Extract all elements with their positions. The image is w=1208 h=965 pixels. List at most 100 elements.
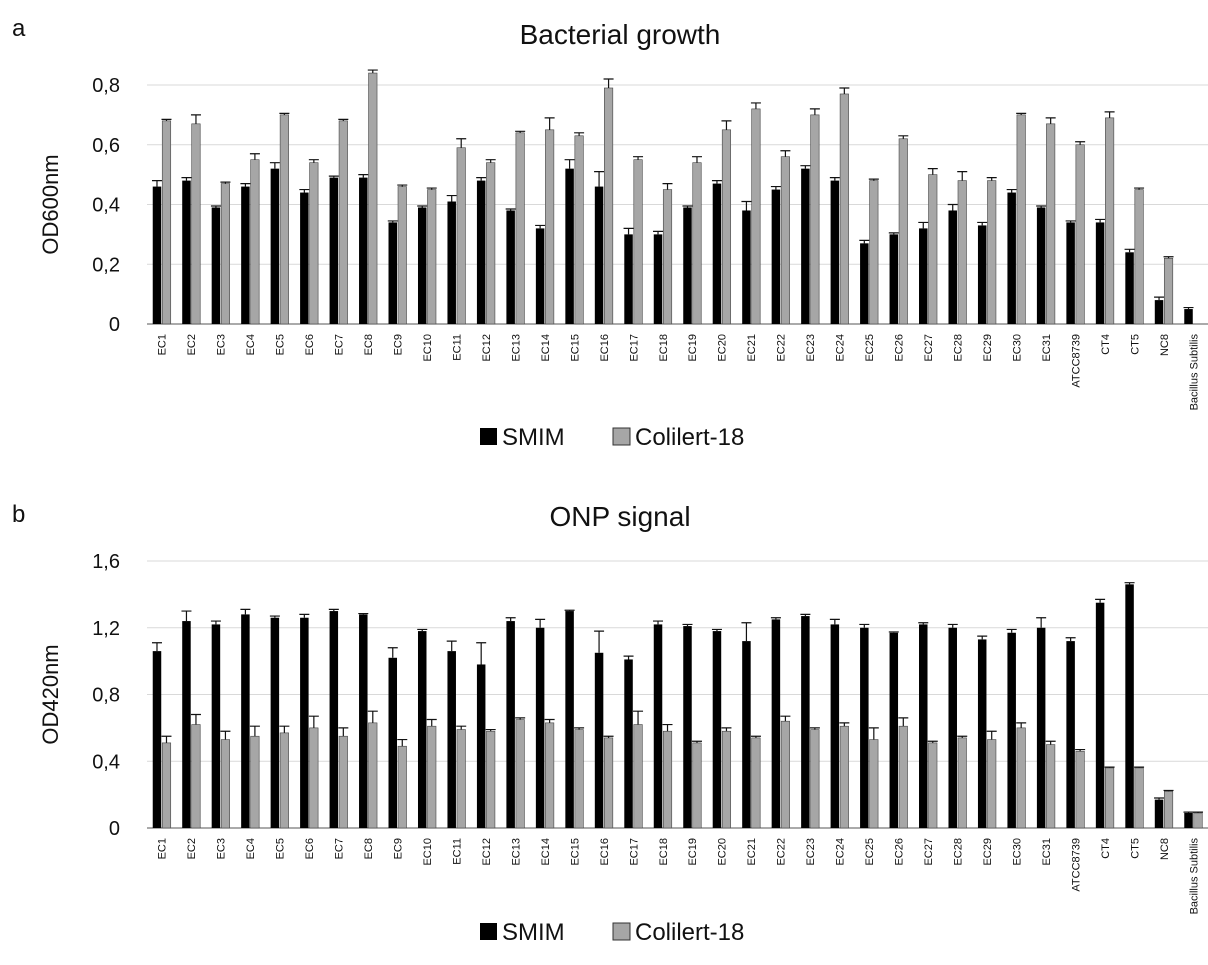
y-tick-label: 1,6 [92, 551, 120, 573]
x-tick-label: EC19 [687, 838, 699, 866]
error-bar [750, 102, 761, 109]
y-tick-label: 0 [109, 314, 120, 336]
bar-colilert-ec30 [1016, 114, 1026, 325]
bar-colilert-ec16 [604, 737, 614, 829]
bar-smim-ec18 [653, 624, 663, 828]
x-tick-label: EC30 [1011, 334, 1023, 362]
bar-colilert-ct4 [1105, 117, 1115, 325]
x-tick-label: EC18 [658, 838, 670, 866]
error-bar [1095, 218, 1106, 223]
x-tick-label: EC27 [923, 334, 935, 362]
bar-colilert-ec4 [250, 159, 260, 325]
error-bar [1075, 748, 1086, 752]
error-bar [515, 717, 526, 720]
error-bar [1134, 766, 1145, 768]
bar-colilert-ec11 [456, 147, 466, 325]
x-tick-label: EC17 [628, 838, 640, 866]
bar-colilert-ec18 [662, 189, 673, 325]
bar-smim-ec24 [830, 180, 840, 324]
x-tick-label: EC23 [805, 838, 817, 866]
error-bar [269, 615, 280, 618]
bar-colilert-ec12 [486, 730, 496, 829]
bar-smim-ct5 [1125, 584, 1134, 828]
error-bar [918, 221, 929, 229]
error-bar [1124, 248, 1135, 253]
error-bar [190, 713, 201, 725]
error-bar [161, 735, 172, 743]
error-bar [210, 205, 221, 208]
error-bar [691, 156, 702, 163]
error-bar [505, 617, 516, 622]
error-bar [780, 150, 791, 157]
bar-smim-ec21 [742, 641, 751, 828]
error-bar [780, 715, 791, 722]
bar-colilert-ec28 [957, 737, 967, 829]
x-tick-label: EC27 [923, 838, 935, 866]
panel-letter: b [12, 501, 25, 528]
error-bar [574, 132, 585, 136]
bar-smim-ec27 [919, 228, 928, 324]
error-bar [691, 740, 702, 743]
error-bar [181, 610, 192, 622]
bar-smim-ec4 [241, 614, 250, 828]
error-bar [633, 156, 644, 160]
error-bar [308, 715, 319, 728]
bar-smim-ec22 [771, 189, 781, 324]
bar-smim-ec31 [1036, 627, 1046, 828]
error-bar [682, 623, 693, 627]
legend: SMIM Colilert-18 [480, 424, 744, 451]
x-tick-label: EC8 [363, 334, 375, 355]
bar-smim-ec6 [300, 192, 309, 324]
error-bar [868, 178, 879, 181]
bar-smim-ec3 [211, 624, 221, 828]
bar-smim-ec6 [300, 617, 309, 828]
error-bar [662, 182, 673, 190]
bar-smim-ec28 [948, 210, 957, 324]
x-tick-label: EC3 [216, 334, 228, 355]
error-bar [1036, 617, 1047, 628]
x-tick-label: ATCC8739 [1070, 838, 1082, 892]
bar-colilert-ec21 [751, 108, 761, 325]
bar-smim-ec16 [594, 186, 604, 324]
bar-smim-ec31 [1036, 207, 1046, 324]
bar-colilert-atcc8739 [1075, 750, 1085, 829]
bar-colilert-ec1 [161, 742, 172, 829]
error-bar [338, 727, 349, 737]
error-bar [161, 118, 172, 121]
bar-smim-atcc8739 [1066, 641, 1075, 828]
error-bar [358, 174, 369, 178]
error-bar [1036, 205, 1047, 208]
error-bar [741, 200, 752, 211]
bar-colilert-ec28 [957, 180, 967, 325]
error-bar [594, 171, 605, 187]
bar-colilert-ec6 [309, 727, 319, 829]
bar-colilert-ec26 [898, 138, 908, 325]
error-bar [1065, 637, 1076, 642]
x-tick-label: EC20 [717, 334, 729, 362]
error-bar [1183, 811, 1194, 813]
error-bar [623, 227, 634, 235]
x-tick-label: EC30 [1011, 838, 1023, 866]
x-tick-label: EC16 [599, 334, 611, 362]
bar-colilert-ec10 [427, 189, 437, 325]
error-bar [839, 87, 850, 94]
bar-colilert-ec25 [869, 739, 879, 829]
bar-smim-ec3 [211, 207, 221, 324]
bar-colilert-ec18 [662, 730, 673, 829]
bar-smim-ec7 [329, 177, 339, 324]
x-tick-label: EC15 [569, 334, 581, 362]
x-tick-label: Bacillus Subtilis [1188, 334, 1200, 411]
bar-colilert-ec23 [810, 729, 820, 829]
bar-smim-ec11 [447, 651, 456, 828]
bar-colilert-ec8 [368, 72, 378, 325]
error-bar [387, 647, 398, 658]
error-bar [898, 717, 909, 727]
error-bar [986, 730, 997, 740]
bar-smim-ec19 [683, 626, 692, 828]
bar-smim-ec23 [801, 616, 810, 828]
bar-colilert-ec20 [721, 730, 732, 829]
x-tick-label: EC1 [157, 334, 169, 355]
error-bar [653, 620, 664, 625]
bar-colilert-ct5 [1134, 189, 1144, 325]
error-bar [809, 108, 820, 115]
